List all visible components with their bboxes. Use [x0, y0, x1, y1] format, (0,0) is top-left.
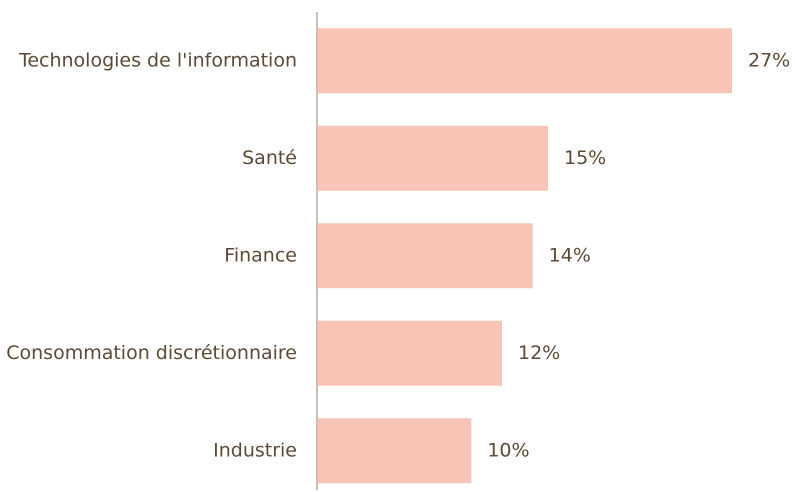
data-label: 15%	[564, 147, 606, 169]
data-label: 27%	[748, 49, 790, 71]
data-label: 12%	[518, 342, 560, 364]
y-tick-label: Consommation discrétionnaire	[6, 342, 297, 364]
y-tick-label: Technologies de l'information	[18, 49, 297, 71]
bar	[318, 320, 502, 386]
data-label: 14%	[549, 244, 591, 266]
bar	[318, 418, 472, 484]
bar	[318, 125, 548, 191]
data-label: 10%	[487, 439, 529, 461]
y-tick-label: Finance	[224, 244, 297, 266]
bar	[318, 223, 533, 289]
y-tick-label: Industrie	[213, 439, 297, 461]
y-tick-label: Santé	[242, 147, 297, 169]
bar	[318, 28, 732, 94]
